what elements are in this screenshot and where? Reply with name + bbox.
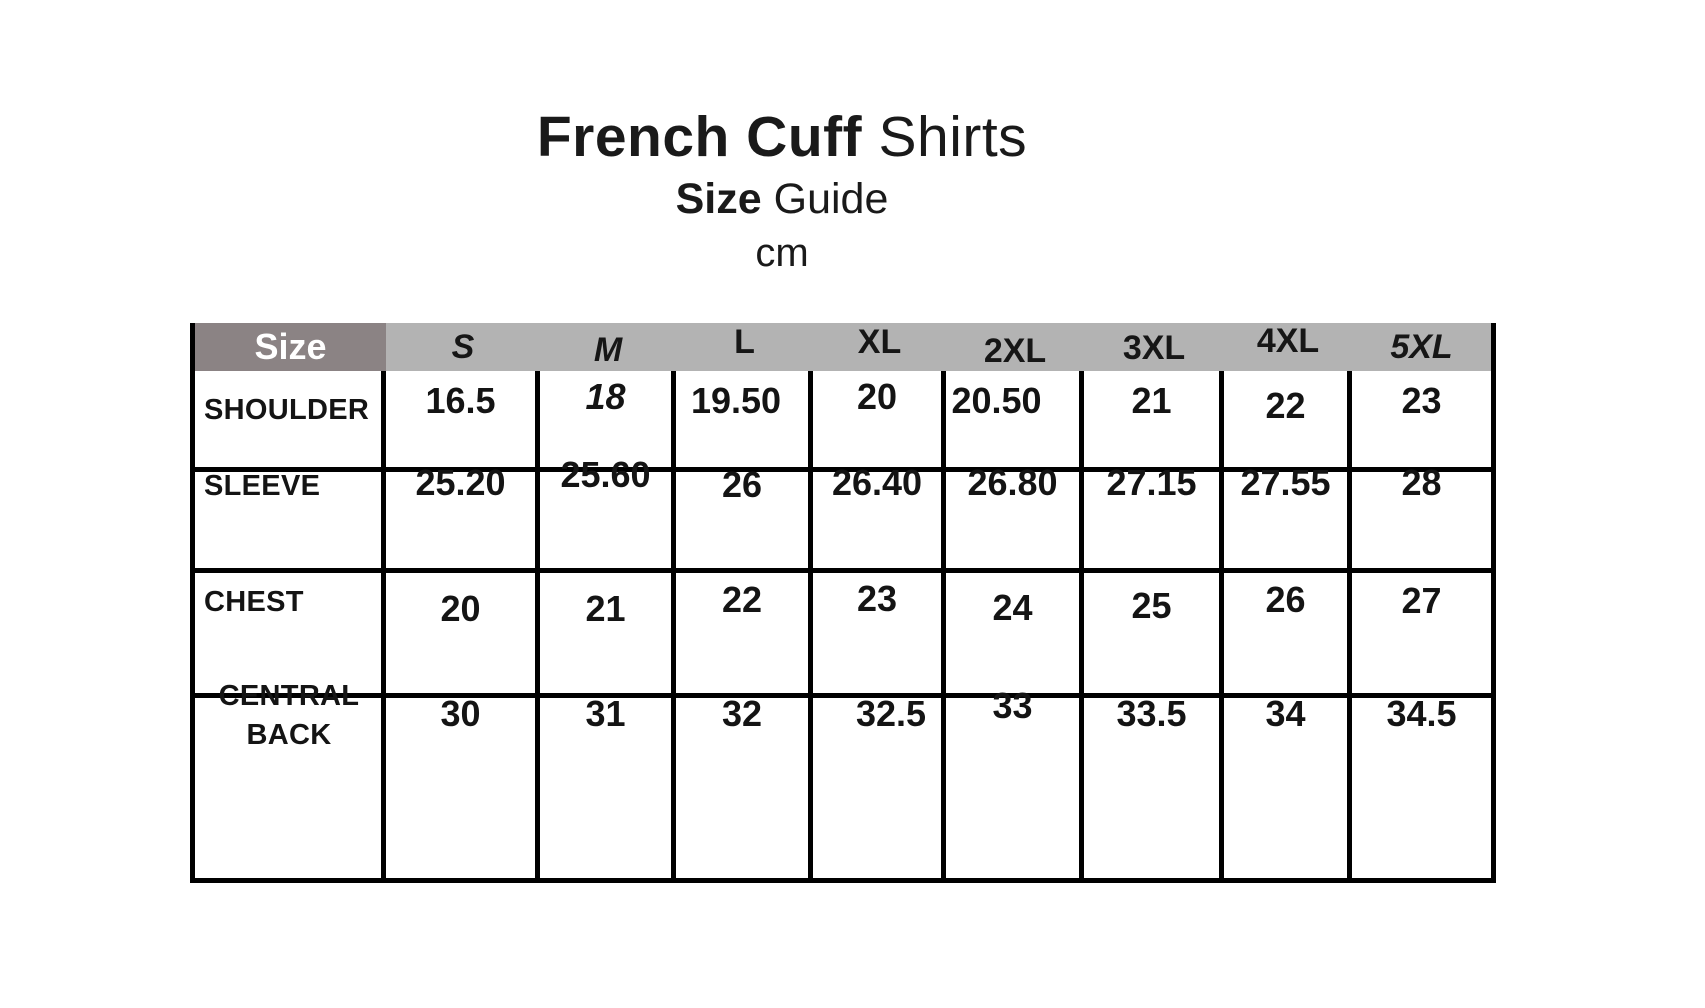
value-cell: 27.55 bbox=[1224, 462, 1352, 568]
value-cell: 25.60 bbox=[540, 454, 676, 568]
value-cell: 21 bbox=[1084, 371, 1224, 467]
value-cell: 26 bbox=[1224, 568, 1352, 693]
value-cell: 34 bbox=[1224, 693, 1352, 878]
row-label-shoulder: SHOULDER bbox=[195, 371, 386, 467]
column-header-3xl: 3XL bbox=[1084, 323, 1224, 371]
size-table: Size S M L XL 2XL 3XL 4XL 5XL SHOULDER 1… bbox=[190, 322, 1496, 883]
value-cell: 20 bbox=[813, 371, 946, 467]
unit-label: cm bbox=[755, 231, 809, 275]
value-cell: 23 bbox=[813, 568, 946, 693]
row-label-central-back: CENTRAL BACK bbox=[195, 680, 386, 878]
value-cell: 25.20 bbox=[386, 462, 540, 568]
corner-header-size: Size bbox=[195, 323, 386, 371]
value-cell: 31 bbox=[540, 693, 676, 878]
value-cell: 32.5 bbox=[813, 693, 946, 878]
value-cell: 22 bbox=[676, 568, 813, 693]
page-subtitle: Size Guide bbox=[0, 175, 1564, 224]
page-title-bold: French Cuff bbox=[536, 105, 863, 169]
value-cell: 16.5 bbox=[386, 371, 540, 467]
page-title-regular: Shirts bbox=[878, 105, 1028, 169]
column-header-2xl: 2XL bbox=[946, 323, 1084, 371]
value-cell: 25 bbox=[1084, 568, 1224, 693]
column-header-4xl: 4XL bbox=[1224, 322, 1352, 371]
value-cell: 23 bbox=[1352, 371, 1491, 467]
value-cell: 33.5 bbox=[1084, 693, 1224, 878]
row-label-sleeve: SLEEVE bbox=[195, 467, 386, 568]
value-cell: 32 bbox=[676, 693, 813, 878]
value-cell: 30 bbox=[386, 693, 540, 878]
value-cell: 21 bbox=[540, 568, 676, 693]
page-title: French Cuff Shirts bbox=[0, 104, 1564, 170]
column-header-s: S bbox=[386, 323, 540, 371]
value-cell: 24 bbox=[946, 568, 1084, 693]
value-cell: 33 bbox=[946, 685, 1084, 878]
value-cell: 20 bbox=[386, 568, 540, 693]
column-header-xl: XL bbox=[813, 323, 946, 371]
value-cell: 26.40 bbox=[813, 462, 946, 568]
value-cell: 34.5 bbox=[1352, 693, 1491, 878]
column-header-5xl: 5XL bbox=[1352, 323, 1491, 371]
value-cell: 20.50 bbox=[946, 371, 1084, 467]
value-cell: 22 bbox=[1224, 371, 1352, 467]
value-cell: 28 bbox=[1352, 462, 1491, 568]
value-cell: 27.15 bbox=[1084, 462, 1224, 568]
value-cell: 26.80 bbox=[946, 462, 1084, 568]
row-label-chest: CHEST bbox=[195, 568, 386, 693]
column-header-l: L bbox=[676, 323, 813, 371]
value-cell: 19.50 bbox=[676, 371, 813, 467]
column-header-m: M bbox=[540, 323, 676, 371]
value-cell: 26 bbox=[676, 464, 813, 568]
value-cell: 27 bbox=[1352, 568, 1491, 693]
page-subtitle-regular: Guide bbox=[773, 175, 889, 223]
page-subtitle-bold: Size bbox=[675, 175, 762, 223]
value-cell: 18 bbox=[540, 371, 676, 467]
